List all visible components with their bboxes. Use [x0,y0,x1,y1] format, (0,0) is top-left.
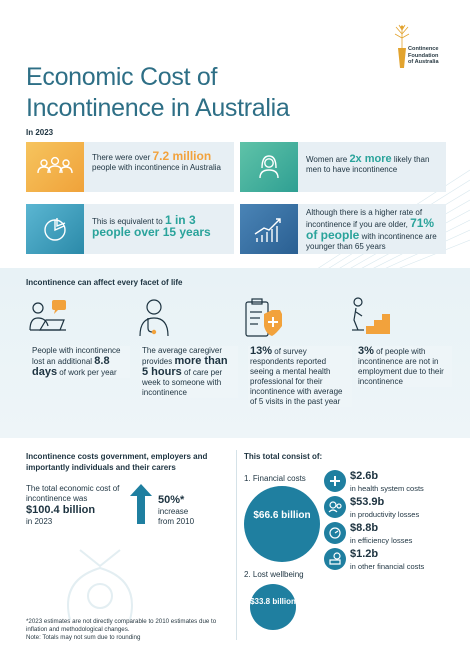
page-title: Economic Cost of Incontinence in Austral… [26,62,290,124]
logo-text: Continence Foundation of Australia [408,46,439,66]
facet-text-pre: The average caregiver provides [142,346,223,366]
card-body [84,204,234,254]
increase-text: 50%* increase from 2010 [158,494,228,527]
card-text-post: likely than men to have incontinence [306,155,430,174]
up-arrow-icon [130,484,152,524]
card-text-pre: Women are [306,155,350,164]
section-divider [236,450,237,640]
facet-caregiver: The average caregiver provides more than… [140,346,238,398]
footnote-line2: Note: Totals may not sum due to rounding [26,634,141,641]
card-band-navy [240,204,298,254]
money-bag-icon [67,549,133,620]
card-text-pre: There were over [92,153,153,162]
stat-card-women: Women are 2x more likely than men to hav… [240,142,446,192]
financial-total-circle: $66.6 billion [244,486,320,562]
consist-title: This total consist of: [244,452,323,461]
stairs-person-icon [352,297,390,334]
facet-text-post: of people with incontinence are not in e… [358,347,444,386]
facet-text-post: of survey respondents reported seeing a … [250,347,343,406]
cost-item-value: $1.2b [350,548,379,560]
financial-label: 1. Financial costs [244,474,306,483]
clipboard-health-icon [245,298,282,337]
facet-highlight: 13% [250,345,273,357]
cost-item-value: $2.6b [350,470,379,482]
year-label: In 2023 [26,128,54,137]
card-text-post: with incontinence are younger than 65 ye… [306,232,437,251]
card-band-teal [240,142,298,192]
card-text-pre: This is equivalent to [92,217,165,226]
title-line1: Economic Cost of [26,63,218,91]
facet-text-pre: People with incontinence lost an additio… [32,346,121,366]
financial-total: $66.6 billion [253,510,311,521]
productivity-icon [324,496,346,518]
facet-work-days: People with incontinence lost an additio… [30,346,130,378]
increase-desc1: increase [158,507,189,516]
card-body [298,204,446,254]
facet-highlight: more than 5 hours [142,355,228,378]
cost-item-value: $8.8b [350,522,379,534]
card-text: There were over 7.2 million people with … [92,149,232,173]
continence-foundation-logo [394,24,410,68]
facet-highlight: 3% [358,345,374,357]
footnote: *2023 estimates are not directly compara… [26,618,236,642]
card-text-pre: Although there is a higher rate of incon… [306,208,423,229]
total-cost-pre: The total economic cost of incontinence … [26,484,120,503]
stat-card-ratio: This is equivalent to 1 in 3 people over… [26,204,234,254]
card-highlight: 7.2 million [152,149,212,163]
card-band-orange [26,142,84,192]
card-text: Women are 2x more likely than men to hav… [306,154,444,175]
total-cost-post: in 2023 [26,517,53,526]
cost-item-desc: in productivity losses [350,510,420,519]
wellbeing-total-circle: $33.8 billion [250,584,296,630]
pie-chart-icon [44,218,66,241]
person-laptop-icon [29,300,66,331]
facet-employment: 3% of people with incontinence are not i… [356,346,452,387]
card-band-blue [26,204,84,254]
total-cost-text: The total economic cost of incontinence … [26,484,126,527]
total-cost-value: $100.4 billion [26,504,96,516]
card-highlight: 1 in 3 people over 15 years [92,213,211,239]
efficiency-icon [324,522,346,544]
caregiver-icon [139,299,169,337]
logo-line1: Continence [408,46,439,52]
footnote-line1: *2023 estimates are not directly compara… [26,618,217,633]
stat-card-people: There were over 7.2 million people with … [26,142,234,192]
facet-mental-health: 13% of survey respondents reported seein… [248,346,352,407]
card-highlight: 71% of people [306,216,435,242]
facets-title: Incontinence can affect every facet of l… [26,278,183,287]
person-icon [259,155,279,179]
facet-text-post: of work per year [57,368,117,377]
costs-section-title: Incontinence costs government, employers… [26,452,208,472]
wellbeing-label: 2. Lost wellbeing [244,570,304,579]
logo-line2: Foundation [408,52,439,59]
cost-item-desc: in efficiency losses [350,536,413,545]
increase-value: 50%* [158,494,185,506]
card-body [84,142,234,192]
card-text: This is equivalent to 1 in 3 people over… [92,213,232,239]
card-text: Although there is a higher rate of incon… [306,208,446,252]
facet-highlight: 8.8 days [32,355,110,378]
cost-item-value: $53.9b [350,496,385,508]
cost-item-desc: in health system costs [350,484,424,493]
stat-card-age: Although there is a higher rate of incon… [240,204,446,254]
people-group-icon [37,156,73,174]
facet-text-post: of care per week to someone with inconti… [142,368,223,397]
increase-desc2: from 2010 [158,517,195,526]
wellbeing-total: $33.8 billion [250,597,296,606]
title-line2: Incontinence in Australia [26,94,290,122]
card-text-post: people with incontinence in Australia [92,163,221,172]
money-icon [324,548,346,570]
growth-chart-icon [254,218,281,242]
card-highlight: 2x more [349,153,392,165]
logo-line3: of Australia [408,59,439,66]
health-icon [324,470,346,492]
card-body [298,142,446,192]
cost-item-desc: in other financial costs [350,562,425,571]
